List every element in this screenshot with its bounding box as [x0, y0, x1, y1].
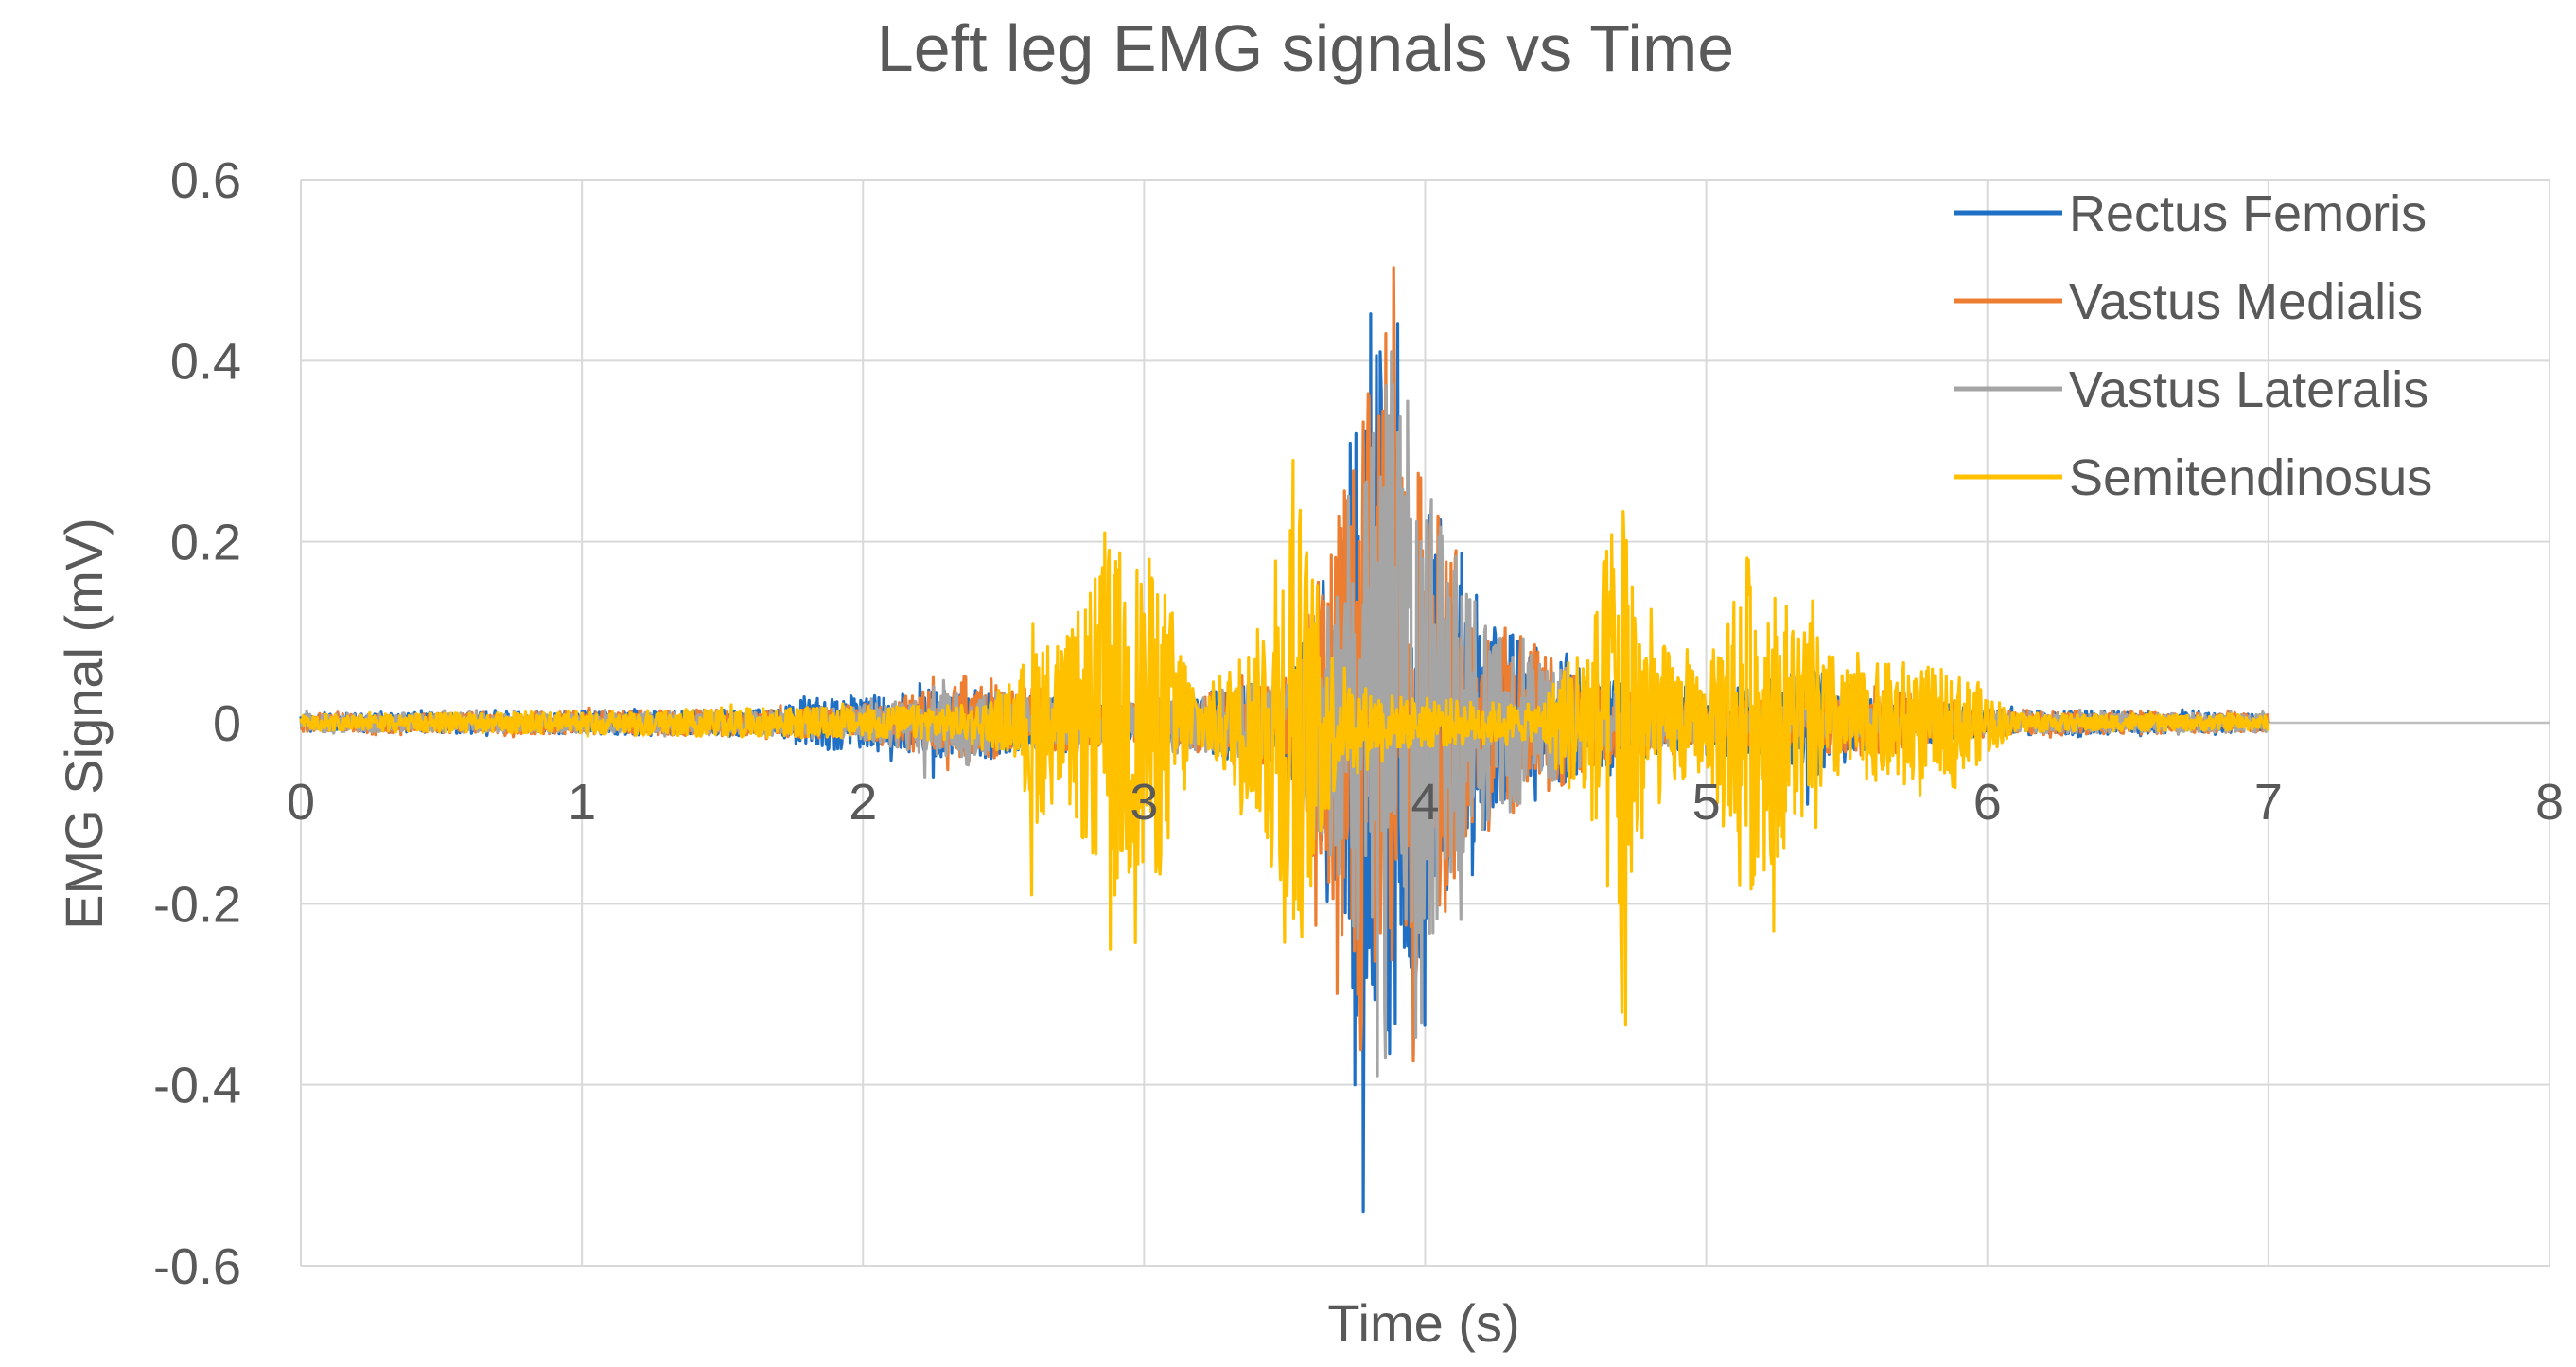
legend-label: Vastus Medialis	[2069, 273, 2423, 330]
y-tick-label: 0	[213, 695, 241, 752]
x-tick-label: 6	[1973, 774, 2002, 831]
y-tick-label: -0.4	[153, 1058, 241, 1114]
series-line-semitendinosus	[299, 459, 2270, 1027]
y-tick-labels: 0.6 0.4 0.2 0 -0.2 -0.4 -0.6	[153, 152, 241, 1295]
y-tick-label: -0.6	[153, 1238, 241, 1295]
x-tick-label: 5	[1692, 774, 1721, 831]
y-axis-title: EMG Signal (mV)	[54, 517, 114, 930]
x-tick-label: 8	[2535, 774, 2564, 831]
x-tick-label: 0	[287, 774, 315, 831]
x-tick-label: 7	[2254, 774, 2283, 831]
chart-title: Left leg EMG signals vs Time	[877, 11, 1734, 85]
y-tick-label: 0.2	[170, 515, 241, 571]
x-tick-label: 1	[568, 774, 596, 831]
y-tick-label: 0.6	[170, 152, 241, 209]
x-tick-labels: 0 1 2 3 4 5 6 7 8	[287, 774, 2564, 831]
legend-label: Semitendinosus	[2069, 449, 2432, 506]
y-tick-label: -0.2	[153, 876, 241, 933]
x-tick-label: 4	[1411, 774, 1439, 831]
y-tick-label: 0.4	[170, 333, 241, 390]
x-axis-title: Time (s)	[1327, 1293, 1519, 1353]
x-tick-label: 2	[849, 774, 877, 831]
legend-label: Rectus Femoris	[2069, 185, 2427, 242]
series-layer	[299, 266, 2270, 1214]
x-tick-label: 3	[1130, 774, 1158, 831]
legend-label: Vastus Lateralis	[2069, 361, 2428, 418]
legend: Rectus Femoris Vastus Medialis Vastus Late…	[1954, 185, 2432, 506]
